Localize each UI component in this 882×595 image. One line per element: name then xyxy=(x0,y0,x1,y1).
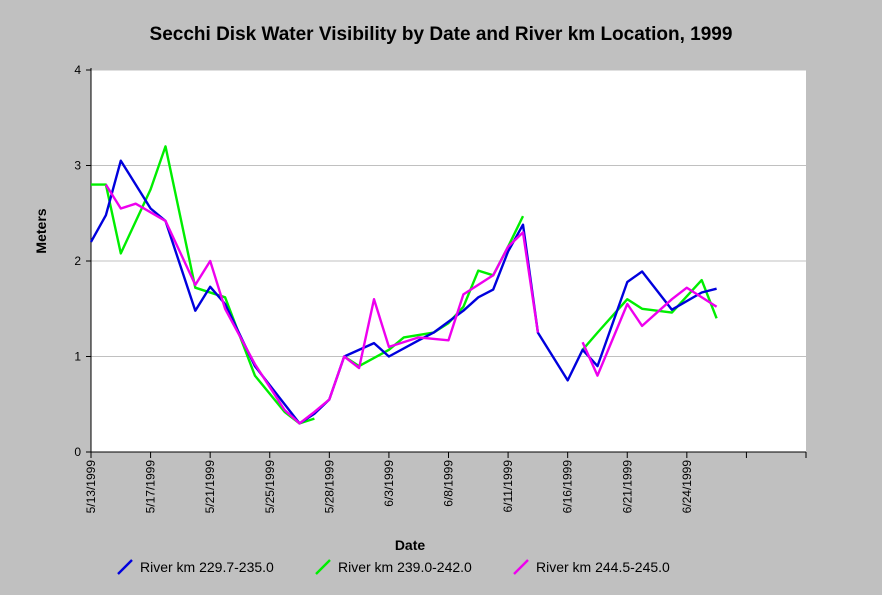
x-tick-label: 5/25/1999 xyxy=(263,460,277,514)
y-tick-label: 2 xyxy=(74,254,81,268)
x-tick-label: 5/28/1999 xyxy=(322,460,336,514)
series-line-2-segment-3 xyxy=(581,278,718,351)
x-tick-label: 6/11/1999 xyxy=(501,460,515,513)
legend-label-1: River km 229.7-235.0 xyxy=(140,559,274,575)
x-tick-label: 6/24/1999 xyxy=(680,460,694,514)
y-tick-label: 0 xyxy=(74,445,81,459)
legend-label-2: River km 239.0-242.0 xyxy=(338,559,472,575)
x-tick-label: 5/17/1999 xyxy=(144,460,158,514)
axes xyxy=(86,68,807,458)
legend-swatch-3 xyxy=(513,559,529,575)
x-tick-label: 5/21/1999 xyxy=(203,460,217,514)
x-tick-label: 5/13/1999 xyxy=(84,460,98,514)
legend-label-3: River km 244.5-245.0 xyxy=(536,559,670,575)
series-line-3-segment-2 xyxy=(581,286,718,377)
y-tick-label: 1 xyxy=(74,350,81,364)
legend-swatch-1 xyxy=(117,559,133,575)
chart-title: Secchi Disk Water Visibility by Date and… xyxy=(150,24,733,45)
legend-swatch-2 xyxy=(315,559,331,575)
series-line-3-segment-1 xyxy=(104,183,540,425)
x-tick-labels: 5/13/1999 5/17/1999 5/21/1999 5/25/1999 5/28… xyxy=(84,460,694,514)
series-line-1-segment-1 xyxy=(89,159,717,425)
series-lines xyxy=(89,145,718,425)
x-axis-title: Date xyxy=(395,537,426,553)
x-tick-label: 6/16/1999 xyxy=(561,460,575,514)
y-tick-label: 4 xyxy=(74,63,81,77)
legend: River km 229.7-235.0 River km 239.0-242.0… xyxy=(117,559,670,575)
y-axis-title: Meters xyxy=(33,208,49,253)
x-tick-label: 6/3/1999 xyxy=(382,460,396,507)
x-tick-label: 6/21/1999 xyxy=(620,460,634,514)
y-tick-labels: 0 1 2 3 4 xyxy=(74,63,81,459)
y-tick-label: 3 xyxy=(74,159,81,173)
x-tick-label: 6/8/1999 xyxy=(442,460,456,507)
